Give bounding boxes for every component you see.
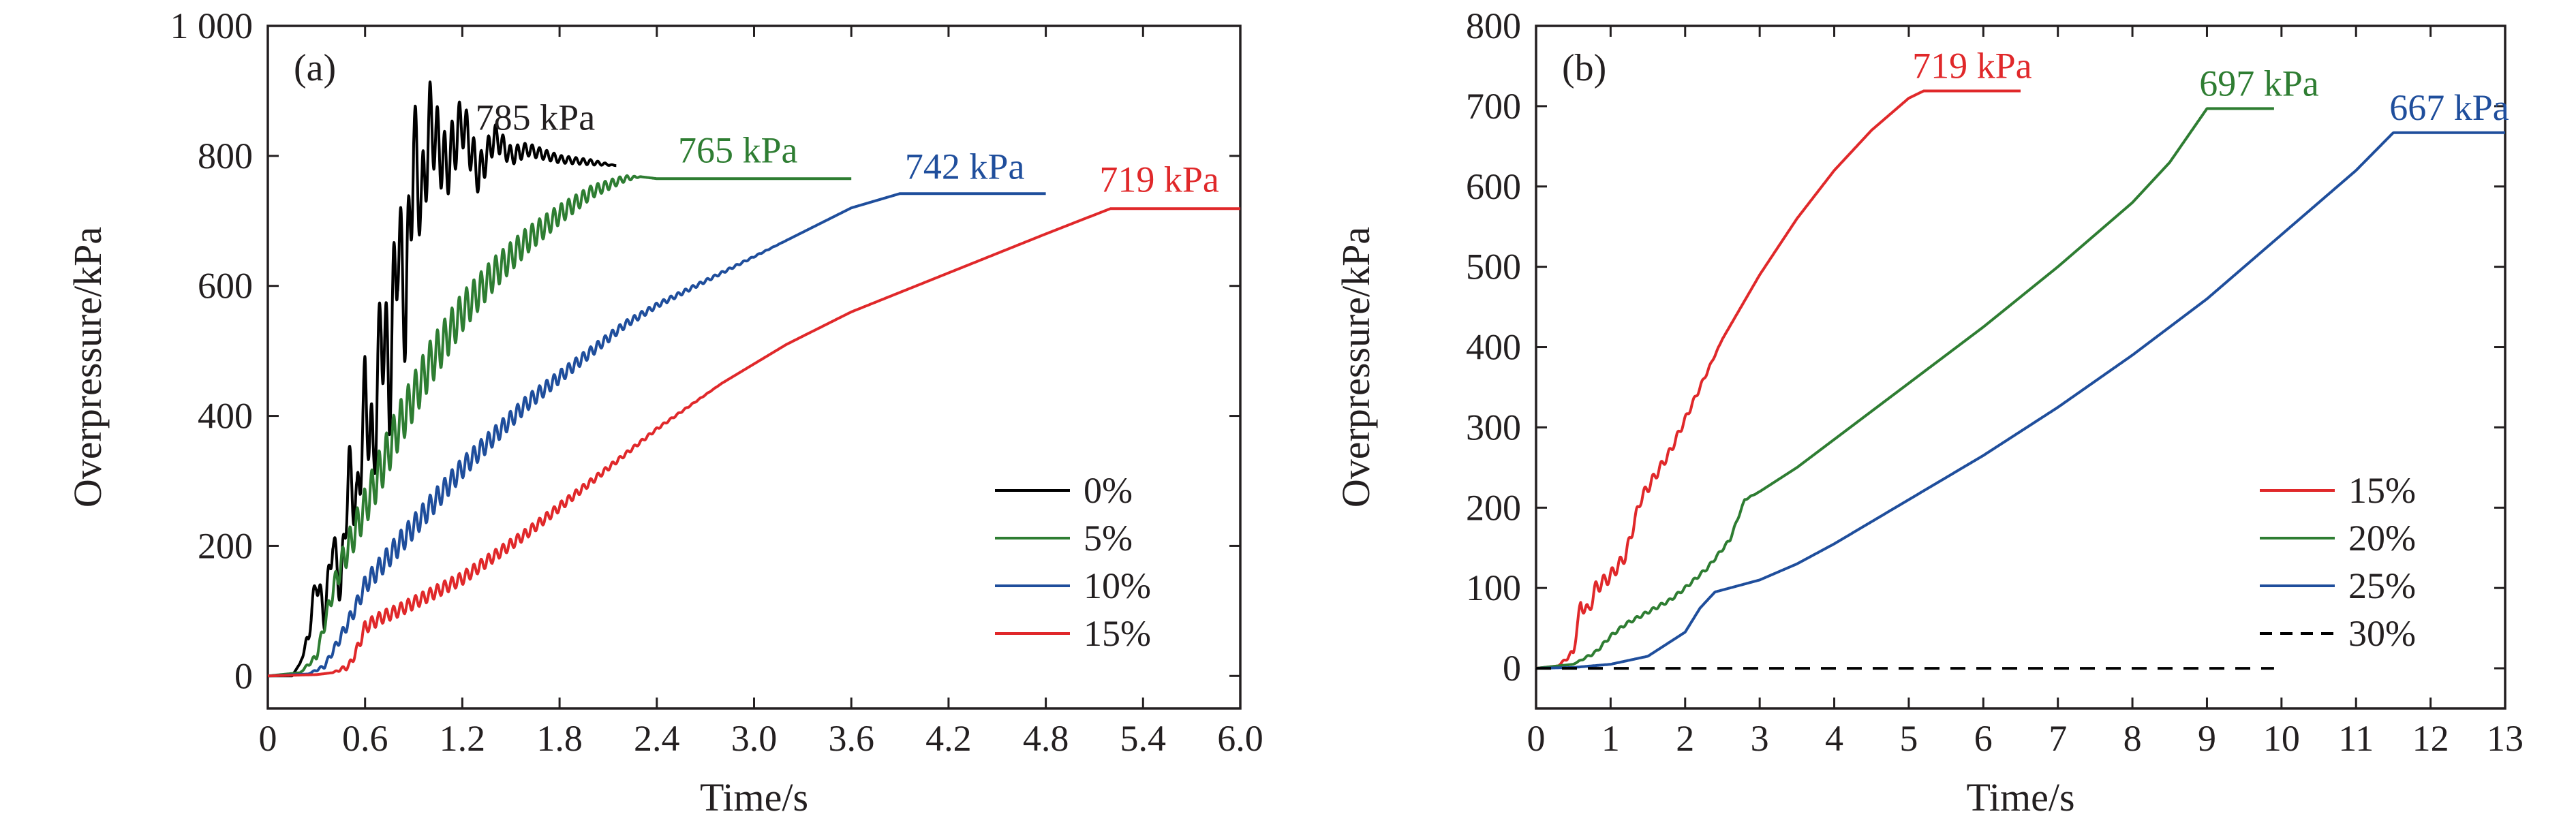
x-tick-label: 3 xyxy=(1751,718,1769,759)
x-tick-label: 3.0 xyxy=(731,718,778,759)
x-tick-label: 12 xyxy=(2412,718,2449,759)
x-tick-label: 5.4 xyxy=(1120,718,1167,759)
legend-label: 30% xyxy=(2348,613,2416,654)
x-tick-label: 6.0 xyxy=(1217,718,1263,759)
y-tick-label: 800 xyxy=(1466,5,1521,46)
x-tick-label: 5 xyxy=(1899,718,1918,759)
y-tick-label: 600 xyxy=(198,266,253,307)
y-tick-label: 0 xyxy=(1503,648,1521,689)
y-tick-label: 200 xyxy=(198,525,253,566)
x-tick-label: 13 xyxy=(2487,718,2524,759)
peak-annotation: 742 kPa xyxy=(905,146,1025,187)
y-tick-label: 700 xyxy=(1466,86,1521,127)
series-line-25pct xyxy=(1535,131,2506,670)
y-tick-label: 300 xyxy=(1466,407,1521,448)
peak-annotation: 667 kPa xyxy=(2389,87,2509,128)
series-line-5pct xyxy=(266,174,853,678)
series-line-15pct xyxy=(267,207,1241,678)
x-tick-label: 2 xyxy=(1676,718,1694,759)
y-axis-title: Overpressure/kPa xyxy=(1334,227,1378,507)
x-tick-label: 6 xyxy=(1974,718,1993,759)
plot-frame xyxy=(1535,25,2506,710)
panel-label: (b) xyxy=(1562,47,1606,89)
peak-annotation: 719 kPa xyxy=(1912,46,2032,87)
peak-annotation: 765 kPa xyxy=(678,129,798,170)
x-tick-label: 0 xyxy=(259,718,277,759)
legend-label: 5% xyxy=(1084,518,1133,559)
legend: 15% 20% 25% 30% xyxy=(2260,470,2416,654)
x-tick-label: 11 xyxy=(2338,718,2374,759)
legend-label: 0% xyxy=(1084,470,1133,511)
y-tick-label: 200 xyxy=(1466,487,1521,528)
x-axis-title: Time/s xyxy=(700,775,808,819)
series-line-20pct xyxy=(1535,107,2275,670)
y-tick-label: 400 xyxy=(198,396,253,437)
y-axis-title: Overpressure/kPa xyxy=(65,227,110,507)
y-tick-label: 0 xyxy=(234,655,253,696)
x-axis-title: Time/s xyxy=(1966,775,2074,819)
x-tick-label: 10 xyxy=(2263,718,2300,759)
y-tick-label: 800 xyxy=(198,136,253,176)
legend-label: 10% xyxy=(1084,565,1151,606)
x-tick-label: 1.8 xyxy=(536,718,583,759)
y-tick-label: 600 xyxy=(1466,166,1521,207)
x-tick-label: 9 xyxy=(2198,718,2216,759)
y-tick-label: 400 xyxy=(1466,327,1521,368)
x-tick-label: 1 xyxy=(1601,718,1620,759)
peak-annotation: 719 kPa xyxy=(1099,159,1219,200)
series-line-15pct xyxy=(1535,89,2022,670)
legend-label: 15% xyxy=(1084,613,1151,654)
y-tick-label: 500 xyxy=(1466,247,1521,287)
peak-annotation: 697 kPa xyxy=(2199,63,2319,104)
legend-label: 25% xyxy=(2348,565,2416,606)
x-tick-label: 0.6 xyxy=(342,718,388,759)
x-tick-label: 4 xyxy=(1825,718,1843,759)
x-tick-label: 7 xyxy=(2049,718,2067,759)
x-tick-label: 3.6 xyxy=(828,718,874,759)
panel-label: (a) xyxy=(294,47,336,89)
peak-annotation: 785 kPa xyxy=(476,97,596,138)
series-line-10pct xyxy=(266,192,1047,678)
chart-panel-b: 0 1 2 3 4 5 6 7 8 9 10 11 12 130100200300400500600700… xyxy=(1334,5,2524,819)
x-tick-label: 8 xyxy=(2123,718,2142,759)
x-tick-label: 4.8 xyxy=(1023,718,1069,759)
chart-panel-a: 0 0.6 1.2 1.8 2.4 3.0 3.6 4.2 4.8 5.4 6.0 0 200 400 60… xyxy=(65,5,1263,819)
y-tick-label: 100 xyxy=(1466,567,1521,608)
x-tick-label: 4.2 xyxy=(925,718,972,759)
y-tick-label: 1 000 xyxy=(170,5,254,46)
x-tick-label: 1.2 xyxy=(440,718,486,759)
x-tick-label: 0 xyxy=(1527,718,1546,759)
legend-label: 20% xyxy=(2348,518,2416,559)
legend: 0% 5% 10% 15% xyxy=(995,470,1151,654)
x-tick-label: 2.4 xyxy=(634,718,680,759)
legend-label: 15% xyxy=(2348,470,2416,511)
